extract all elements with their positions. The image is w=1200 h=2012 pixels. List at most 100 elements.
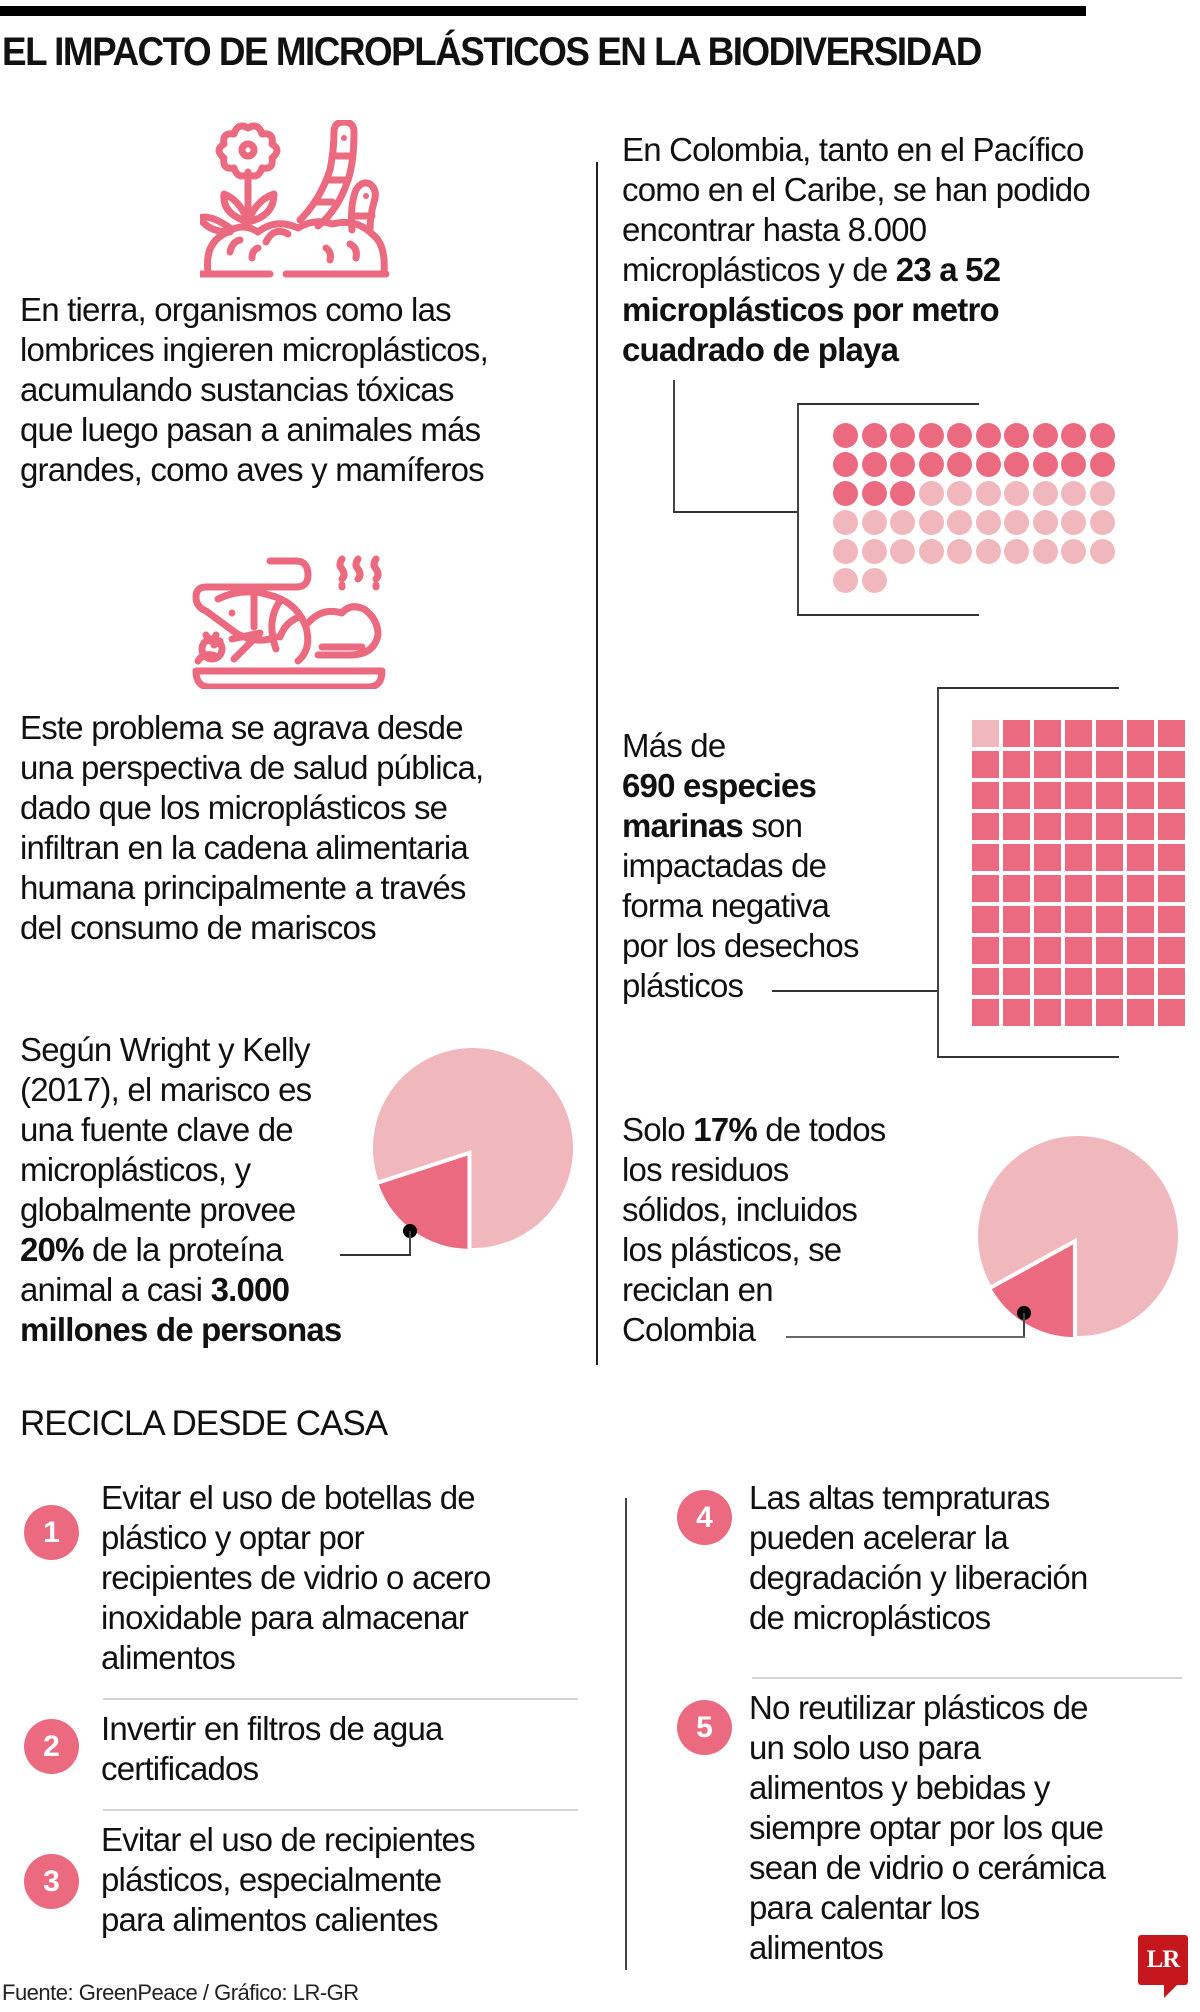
waffle-square: [1034, 937, 1061, 964]
text-line: plásticos: [622, 967, 744, 1004]
list-item: Evitar el uso de botellas de plástico y …: [101, 1478, 491, 1678]
waffle-dot: [1061, 481, 1086, 506]
text-line: microplásticos, y: [20, 1151, 251, 1188]
text-line: certificados: [101, 1750, 259, 1787]
text-line: No reutilizar plásticos de: [749, 1689, 1089, 1726]
connector-line: [1023, 1313, 1025, 1337]
text-line: inoxidable para almacenar: [101, 1599, 469, 1636]
text-line: 690 especies: [622, 766, 859, 806]
flower-worm-icon: [200, 120, 390, 278]
text-line: un solo uso para: [749, 1729, 981, 1766]
text-line: del consumo de mariscos: [20, 909, 377, 946]
waffle-square: [1034, 968, 1061, 995]
waffle-dot: [975, 423, 1001, 448]
text-line: Este problema se agrava desde: [20, 709, 464, 746]
text-line: globalmente provee: [20, 1191, 296, 1228]
waffle-dot: [1004, 423, 1029, 448]
waffle-dot: [833, 568, 858, 593]
waffle-dot: [975, 539, 1001, 564]
waffle-square: [1034, 999, 1061, 1026]
waffle-square: [1096, 782, 1123, 809]
item-separator: [752, 1677, 1182, 1679]
waffle-dot: [1061, 510, 1086, 535]
highlight-percent: 17%: [693, 1111, 757, 1148]
list-item: Evitar el uso de recipientes plásticos, …: [101, 1820, 476, 1940]
waffle-dot: [1061, 539, 1086, 564]
waffle-dot: [918, 452, 944, 477]
waffle-dot: [1004, 539, 1029, 564]
text-regular: son: [742, 807, 803, 844]
text-line: alimentos y bebidas y: [749, 1769, 1050, 1806]
text-line: Según Wright y Kelly: [20, 1031, 311, 1068]
waffle-dot: [975, 481, 1001, 506]
waffle-dot: [890, 539, 915, 564]
waffle-square: [1034, 906, 1061, 933]
text-line: reciclan en: [622, 1271, 774, 1308]
text-regular: animal a casi: [20, 1271, 211, 1308]
waffle-square: [1065, 937, 1092, 964]
text-line: animal a casi 3.000: [20, 1270, 341, 1310]
waffle-dot: [947, 510, 972, 535]
step-number-badge: 1: [24, 1505, 79, 1560]
highlight-text: millones de personas: [20, 1311, 342, 1348]
text-line: alimentos: [749, 1929, 884, 1966]
waffle-square: [1158, 999, 1185, 1026]
waffle-dot: [1089, 481, 1115, 506]
text-line: los residuos: [622, 1151, 789, 1188]
highlight-number: 3.000: [210, 1271, 290, 1308]
connector-line: [409, 1231, 411, 1256]
connector-line: [772, 990, 938, 992]
text-line: grandes, como aves y mamíferos: [20, 451, 485, 488]
highlight-percent: 20%: [20, 1231, 84, 1268]
waffle-square: [1034, 720, 1061, 747]
text-line: marinas son: [622, 806, 859, 846]
waffle-square: [1065, 906, 1092, 933]
text-line: sean de vidrio o cerámica: [749, 1849, 1106, 1886]
waffle-square: [1127, 937, 1154, 964]
waffle-dot: [918, 481, 944, 506]
waffle-square: [972, 844, 999, 871]
waffle-dot: [1089, 452, 1115, 477]
waffle-dot: [1089, 510, 1115, 535]
waffle-square: [1065, 751, 1092, 778]
waffle-square: [1003, 813, 1030, 840]
text-line: que luego pasan a animales más: [20, 411, 481, 448]
section-heading: RECICLA DESDE CASA: [20, 1404, 388, 1443]
waffle-square: [1158, 720, 1185, 747]
text-line: En tierra, organismos como las: [20, 291, 452, 328]
item-separator: [103, 1698, 578, 1700]
waffle-dot: [975, 510, 1001, 535]
species-text: Más de 690 especies marinas son impactad…: [622, 726, 859, 1006]
title-rule: [0, 6, 1086, 16]
waffle-square: [1003, 751, 1030, 778]
waffle-square: [1034, 751, 1061, 778]
text-line: cuadrado de playa: [622, 330, 1090, 370]
text-line: recipientes de vidrio o acero: [101, 1559, 491, 1596]
connector-line: [673, 511, 798, 513]
text-line: millones de personas: [20, 1310, 342, 1350]
waffle-square: [1065, 844, 1092, 871]
list-item: No reutilizar plásticos de un solo uso p…: [749, 1688, 1106, 1968]
waffle-dot: [1004, 481, 1029, 506]
waffle-square: [1127, 782, 1154, 809]
text-line: (2017), el marisco es: [20, 1071, 312, 1108]
waffle-dot: [861, 452, 887, 477]
waffle-square: [1127, 813, 1154, 840]
waffle-square: [1127, 968, 1154, 995]
waffle-square: [1127, 720, 1154, 747]
waffle-dot: [833, 423, 858, 448]
text-line: sólidos, incluidos: [622, 1191, 858, 1228]
text-line: Evitar el uso de botellas de: [101, 1479, 476, 1516]
waffle-square: [972, 720, 999, 747]
step-number-badge: 3: [24, 1854, 79, 1909]
waffle-square: [1034, 813, 1061, 840]
waffle-square: [1065, 968, 1092, 995]
waffle-dot: [861, 539, 887, 564]
waffle-square: [1065, 999, 1092, 1026]
waffle-square: [1096, 906, 1123, 933]
text-line: encontrar hasta 8.000: [622, 211, 927, 248]
column-divider: [596, 162, 598, 1365]
waffle-dot: [947, 423, 972, 448]
waffle-dot: [1061, 452, 1086, 477]
waffle-dot: [918, 510, 944, 535]
